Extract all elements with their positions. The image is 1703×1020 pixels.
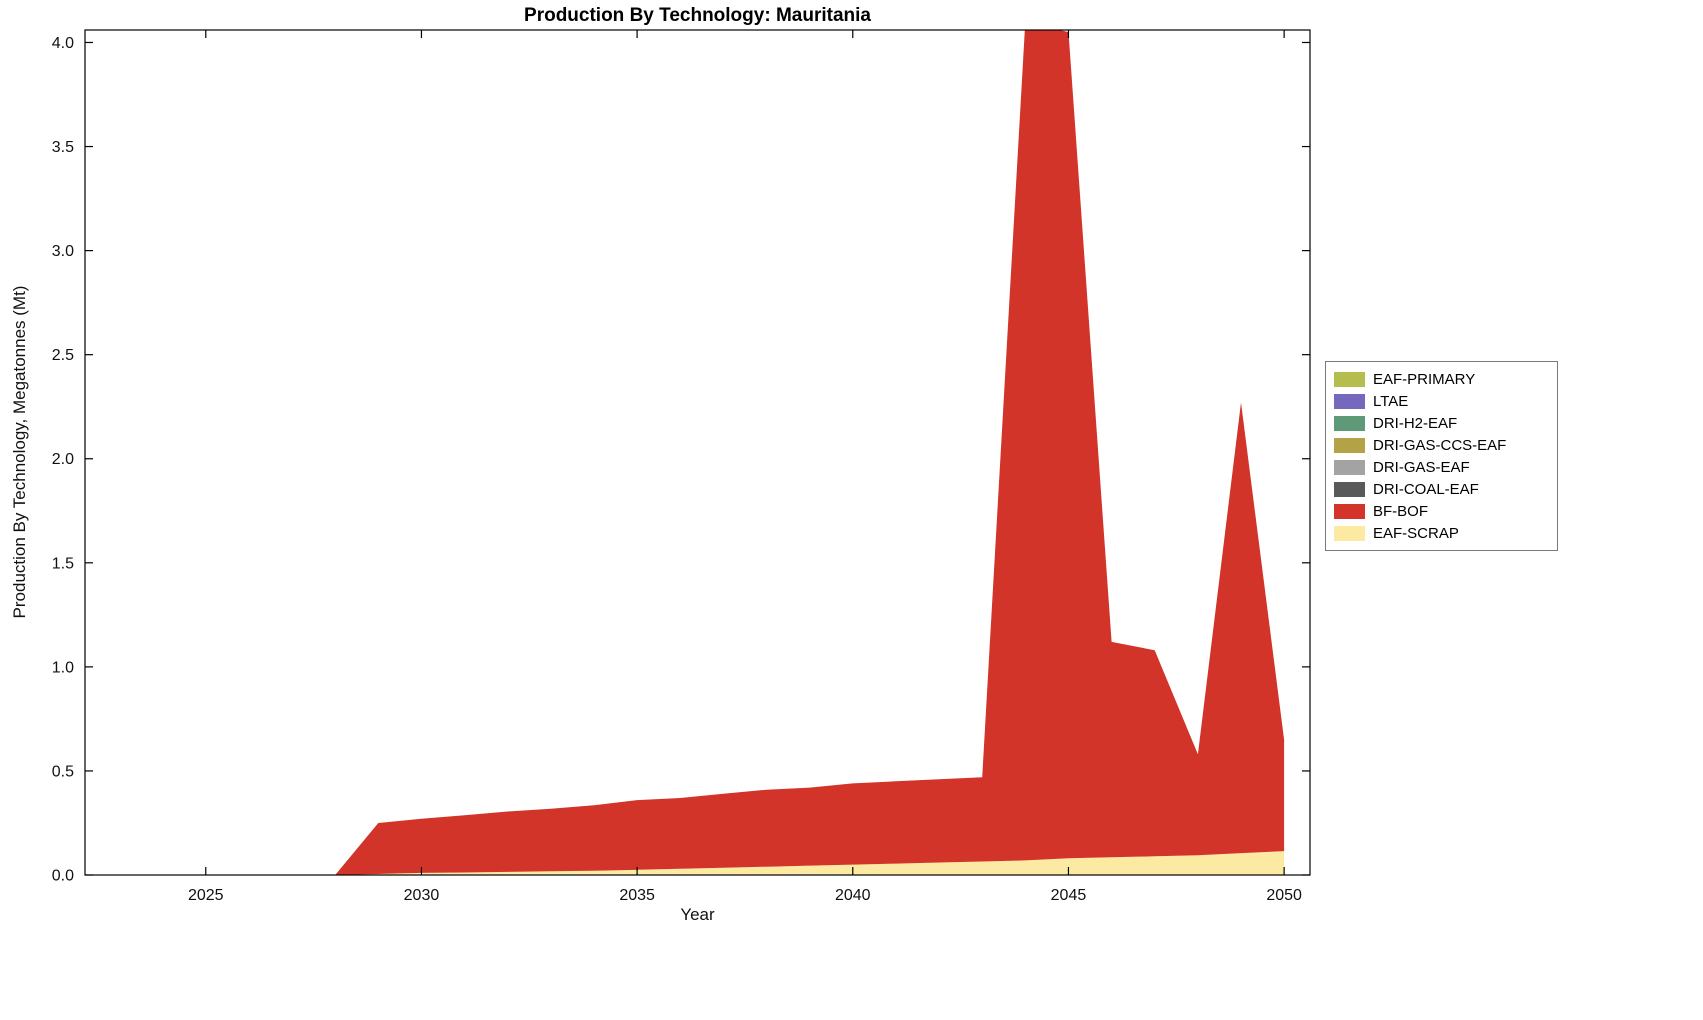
x-tick-label: 2040	[835, 887, 871, 904]
area-series-group	[85, 30, 1285, 875]
y-axis-label: Production By Technology, Megatonnes (Mt…	[10, 285, 29, 619]
legend-label: DRI-H2-EAF	[1373, 414, 1458, 432]
legend-swatch-eaf-primary	[1334, 371, 1365, 387]
y-tick-label: 0.5	[52, 763, 74, 780]
legend-swatch-eaf-scrap	[1334, 525, 1365, 541]
legend: EAF-PRIMARY LTAE DRI-H2-EAF DRI-GAS-CCS-EAF…	[1325, 361, 1558, 551]
x-tick-label: 2030	[404, 887, 440, 904]
x-tick-label: 2025	[188, 887, 224, 904]
legend-item-dri-h2-eaf: DRI-H2-EAF	[1334, 412, 1549, 434]
legend-label: EAF-PRIMARY	[1373, 370, 1476, 388]
legend-item-dri-coal-eaf: DRI-COAL-EAF	[1334, 478, 1549, 500]
y-tick-label: 1.5	[52, 555, 74, 572]
x-tick-label: 2050	[1266, 887, 1302, 904]
tick-marks	[85, 30, 1310, 876]
legend-label: DRI-GAS-EAF	[1373, 458, 1470, 476]
chart-title: Production By Technology: Mauritania	[524, 5, 871, 26]
legend-swatch-dri-h2-eaf	[1334, 415, 1365, 431]
legend-item-bf-bof: BF-BOF	[1334, 500, 1549, 522]
legend-item-dri-gas-ccs-eaf: DRI-GAS-CCS-EAF	[1334, 434, 1549, 456]
plot-border	[84, 29, 1311, 876]
y-tick-label: 2.0	[52, 451, 74, 468]
x-tick-label: 2035	[619, 887, 655, 904]
legend-swatch-dri-gas-ccs-eaf	[1334, 437, 1365, 453]
legend-swatch-dri-coal-eaf	[1334, 481, 1365, 497]
x-tick-label: 2045	[1051, 887, 1087, 904]
y-tick-label: 2.5	[52, 347, 74, 364]
y-tick-label: 1.0	[52, 659, 74, 676]
legend-label: DRI-COAL-EAF	[1373, 480, 1479, 498]
legend-label: EAF-SCRAP	[1373, 524, 1459, 542]
legend-swatch-bf-bof	[1334, 503, 1365, 519]
legend-swatch-dri-gas-eaf	[1334, 459, 1365, 475]
y-tick-label: 0.0	[52, 868, 74, 885]
legend-swatch-ltae	[1334, 393, 1365, 409]
legend-item-eaf-primary: EAF-PRIMARY	[1334, 368, 1549, 390]
area-series-bf-bof	[85, 30, 1285, 875]
legend-item-ltae: LTAE	[1334, 390, 1549, 412]
x-axis-label: Year	[680, 905, 715, 924]
legend-label: BF-BOF	[1373, 502, 1428, 520]
legend-item-dri-gas-eaf: DRI-GAS-EAF	[1334, 456, 1549, 478]
area-series-eaf-scrap	[85, 851, 1285, 875]
legend-label: LTAE	[1373, 392, 1409, 410]
y-tick-label: 3.0	[52, 243, 74, 260]
legend-label: DRI-GAS-CCS-EAF	[1373, 436, 1507, 454]
y-tick-label: 4.0	[52, 35, 74, 52]
legend-item-eaf-scrap: EAF-SCRAP	[1334, 522, 1549, 544]
y-tick-label: 3.5	[52, 139, 74, 156]
